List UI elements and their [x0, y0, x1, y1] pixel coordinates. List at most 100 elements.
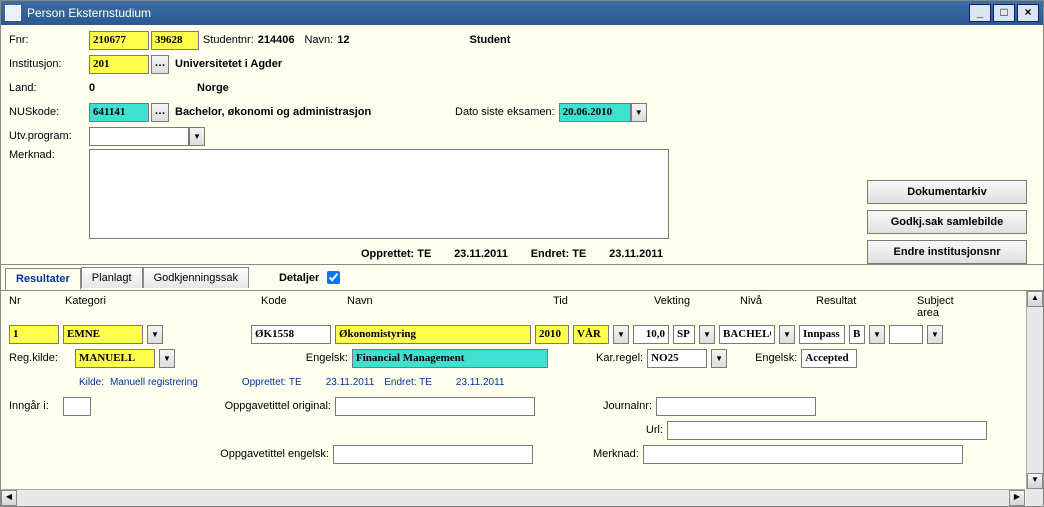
institusjon-label: Institusjon: [9, 58, 89, 70]
tid-sem-dropdown-icon[interactable]: ▼ [613, 325, 629, 344]
regkilde-input[interactable] [75, 349, 155, 368]
niva-input[interactable] [719, 325, 775, 344]
resultat1-input[interactable] [799, 325, 845, 344]
detail-row-4: Oppgavetittel engelsk: Merknad: [9, 443, 1035, 465]
tab-bar: Resultater Planlagt Godkjenningssak Deta… [1, 265, 1043, 291]
d-endret-label: Endret: TE [384, 377, 432, 388]
utvprogram-dropdown-icon[interactable]: ▼ [189, 127, 205, 146]
window: Person Eksternstudium _ □ × Fnr: Student… [0, 0, 1044, 507]
kategori-dropdown-icon[interactable]: ▼ [147, 325, 163, 344]
oppg-orig-input[interactable] [335, 397, 535, 416]
d-opprettet-label: Opprettet: TE [242, 377, 302, 388]
detail-row-1: Reg.kilde: ▼ Engelsk: Kar.regel: ▼ Engel… [9, 347, 1035, 369]
tab-planlagt[interactable]: Planlagt [81, 267, 143, 288]
vekting-dropdown-icon[interactable]: ▼ [699, 325, 715, 344]
vekting-antall-input[interactable] [633, 325, 669, 344]
kilde-label: Kilde: [79, 377, 104, 388]
utvprogram-input[interactable] [89, 127, 189, 146]
endre-institusjonsnr-button[interactable]: Endre institusjonsnr [867, 240, 1027, 264]
maximize-button[interactable]: □ [993, 4, 1015, 22]
dokumentarkiv-button[interactable]: Dokumentarkiv [867, 180, 1027, 204]
nr-input[interactable] [9, 325, 59, 344]
karregel-label: Kar.regel: [596, 352, 643, 364]
detail-row-kilde: Kilde: Manuell registrering Opprettet: T… [9, 371, 1035, 393]
grid-row: ▼ ▼ ▼ ▼ ▼ ▼ [9, 323, 1035, 345]
window-title: Person Eksternstudium [27, 6, 969, 20]
grid-header: Nr Kategori Kode Navn Tid Vekting Nivå R… [9, 295, 1035, 319]
engelsk-label: Engelsk: [288, 352, 348, 364]
navn-input[interactable] [335, 325, 531, 344]
tab-godkjenningssak[interactable]: Godkjenningssak [143, 267, 249, 288]
detail-row-3: Url: [9, 419, 1035, 441]
col-navn: Navn [347, 295, 547, 319]
regkilde-dropdown-icon[interactable]: ▼ [159, 349, 175, 368]
nuskode-input[interactable] [89, 103, 149, 122]
tab-resultater[interactable]: Resultater [5, 268, 81, 290]
close-button[interactable]: × [1017, 4, 1039, 22]
oppg-eng-input[interactable] [333, 445, 533, 464]
dato-siste-label: Dato siste eksamen: [455, 106, 555, 118]
scroll-down-icon[interactable]: ▼ [1027, 473, 1043, 489]
vertical-scrollbar[interactable]: ▲ ▼ [1026, 291, 1043, 489]
niva-dropdown-icon[interactable]: ▼ [779, 325, 795, 344]
col-niva: Nivå [740, 295, 810, 319]
minimize-button[interactable]: _ [969, 4, 991, 22]
journalnr-label: Journalnr: [603, 400, 652, 412]
nuskode-text: Bachelor, økonomi og administrasjon [175, 106, 425, 118]
d-opprettet-dt: 23.11.2011 [326, 377, 375, 388]
detaljer-label: Detaljer [279, 272, 319, 284]
detail-row-2: Inngår i: Oppgavetittel original: Journa… [9, 395, 1035, 417]
inngar-label: Inngår i: [9, 400, 59, 412]
tid-sem-input[interactable] [573, 325, 609, 344]
subject-dropdown-icon[interactable]: ▼ [927, 325, 943, 344]
col-kategori: Kategori [65, 295, 255, 319]
nuskode-lookup-button[interactable]: … [151, 103, 169, 122]
dato-siste-dropdown-icon[interactable]: ▼ [631, 103, 647, 122]
tid-ar-input[interactable] [535, 325, 569, 344]
institusjon-name: Universitetet i Agder [175, 58, 282, 70]
land-name: Norge [197, 82, 229, 94]
resultat2-input[interactable] [849, 325, 865, 344]
url-input[interactable] [667, 421, 987, 440]
karregel-dropdown-icon[interactable]: ▼ [711, 349, 727, 368]
col-vekting: Vekting [654, 295, 734, 319]
subject-input[interactable] [889, 325, 923, 344]
karregel-input[interactable] [647, 349, 707, 368]
kategori-input[interactable] [63, 325, 143, 344]
col-subject: Subject area [917, 295, 977, 319]
scroll-right-icon[interactable]: ▶ [1009, 490, 1025, 506]
engelsk-navn-input[interactable] [352, 349, 548, 368]
journalnr-input[interactable] [656, 397, 816, 416]
resultat-dropdown-icon[interactable]: ▼ [869, 325, 885, 344]
detaljer-checkbox[interactable] [327, 271, 340, 284]
engelsk-res-input[interactable] [801, 349, 857, 368]
land-label: Land: [9, 82, 89, 94]
kode-input[interactable] [251, 325, 331, 344]
regkilde-label: Reg.kilde: [9, 352, 71, 364]
institusjon-input[interactable] [89, 55, 149, 74]
horizontal-scrollbar[interactable]: ◀ ▶ [1, 489, 1025, 506]
d-endret-dt: 23.11.2011 [456, 377, 505, 388]
inngar-input[interactable] [63, 397, 91, 416]
endret-date: 23.11.2011 [609, 248, 663, 260]
studentnr-label: Studentnr: [203, 34, 254, 46]
merknad-textarea[interactable] [89, 149, 669, 239]
utvprogram-label: Utv.program: [9, 130, 89, 142]
col-tid: Tid [553, 295, 648, 319]
url-label: Url: [623, 424, 663, 436]
d-merknad-input[interactable] [643, 445, 963, 464]
studentnr-value: 214406 [258, 34, 295, 46]
fnr-label: Fnr: [9, 34, 89, 46]
vekting-enhet-input[interactable] [673, 325, 695, 344]
titlebar[interactable]: Person Eksternstudium _ □ × [1, 1, 1043, 25]
fnr2-input[interactable] [151, 31, 199, 50]
dato-siste-input[interactable] [559, 103, 631, 122]
navn-label: Navn: [304, 34, 333, 46]
scroll-up-icon[interactable]: ▲ [1027, 291, 1043, 307]
scroll-left-icon[interactable]: ◀ [1, 490, 17, 506]
institusjon-lookup-button[interactable]: … [151, 55, 169, 74]
fnr1-input[interactable] [89, 31, 149, 50]
godkj-samlebilde-button[interactable]: Godkj.sak samlebilde [867, 210, 1027, 234]
nuskode-label: NUSkode: [9, 106, 89, 118]
oppg-orig-label: Oppgavetittel original: [201, 400, 331, 412]
